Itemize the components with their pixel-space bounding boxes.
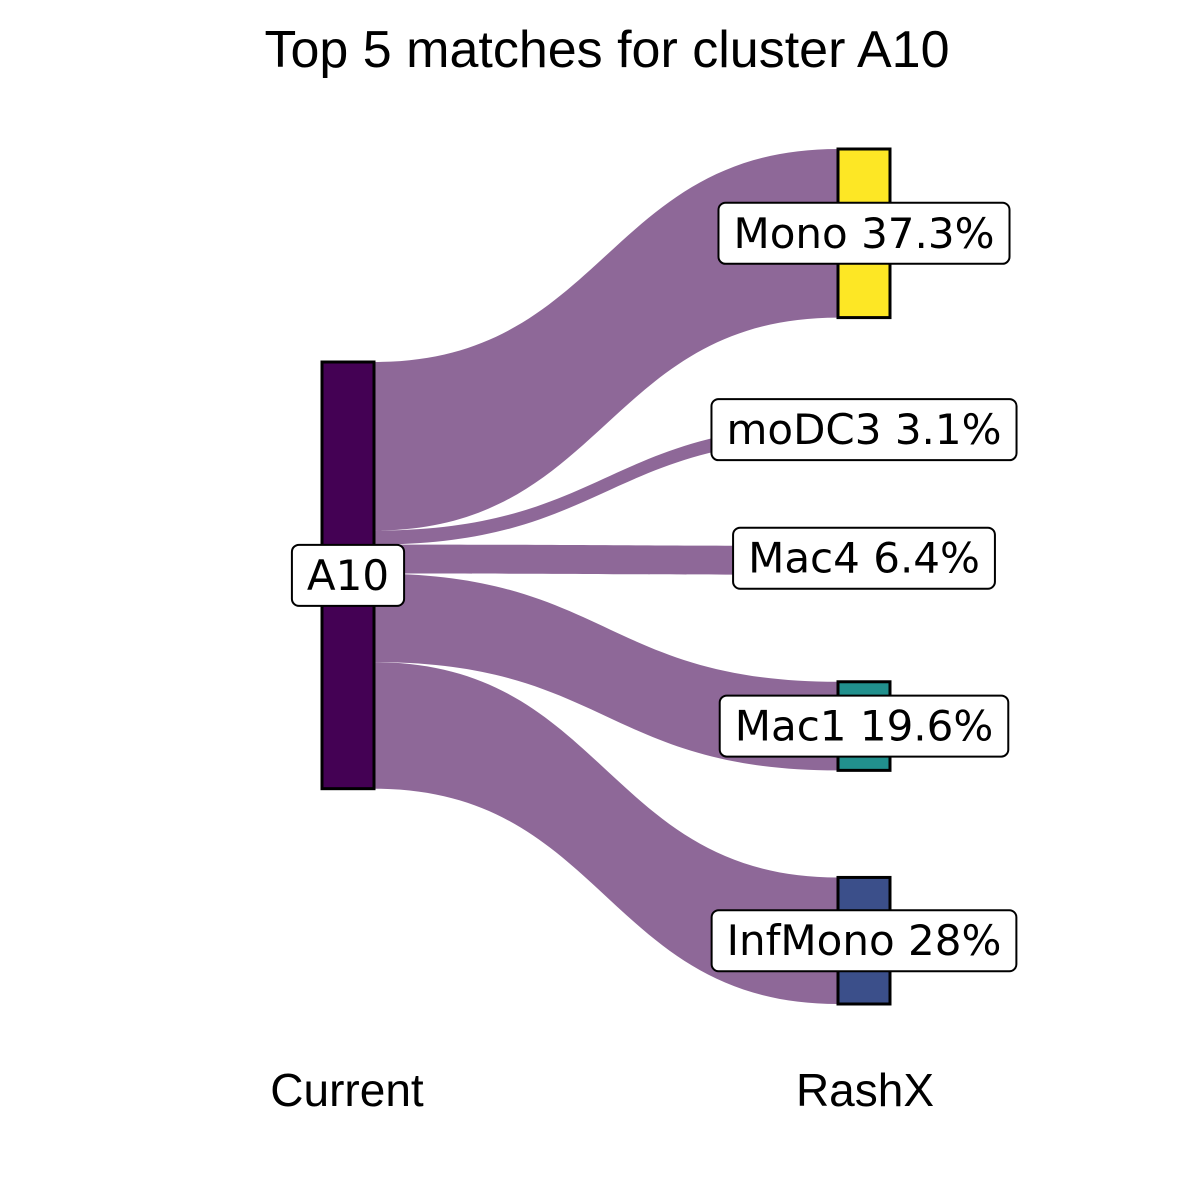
- axis-label-current: Current: [270, 1064, 424, 1116]
- target-node-label-mac1-text: Mac1 19.6%: [735, 702, 994, 751]
- source-node-label-text: A10: [307, 551, 389, 600]
- chart-title: Top 5 matches for cluster A10: [264, 21, 949, 79]
- flow-mac4: [374, 544, 838, 575]
- target-node-label-mac1: Mac1 19.6%: [718, 694, 1010, 758]
- axis-label-rashx: RashX: [796, 1064, 934, 1116]
- target-node-label-infmono: InfMono 28%: [710, 909, 1018, 973]
- label-group: A10 Mono 37.3% moDC3 3.1% Mac4 6.4% Mac1 19.…: [290, 201, 1018, 973]
- target-node-label-modc3: moDC3 3.1%: [710, 398, 1018, 462]
- target-node-label-infmono-text: InfMono 28%: [727, 916, 1002, 965]
- target-node-label-mono-text: Mono 37.3%: [733, 209, 994, 258]
- target-node-label-mono: Mono 37.3%: [717, 201, 1011, 265]
- target-node-label-mac4: Mac4 6.4%: [732, 526, 996, 590]
- source-node-label: A10: [290, 543, 406, 607]
- target-node-label-mac4-text: Mac4 6.4%: [748, 534, 980, 583]
- target-node-label-modc3-text: moDC3 3.1%: [726, 405, 1001, 454]
- flow-modc3: [374, 424, 838, 545]
